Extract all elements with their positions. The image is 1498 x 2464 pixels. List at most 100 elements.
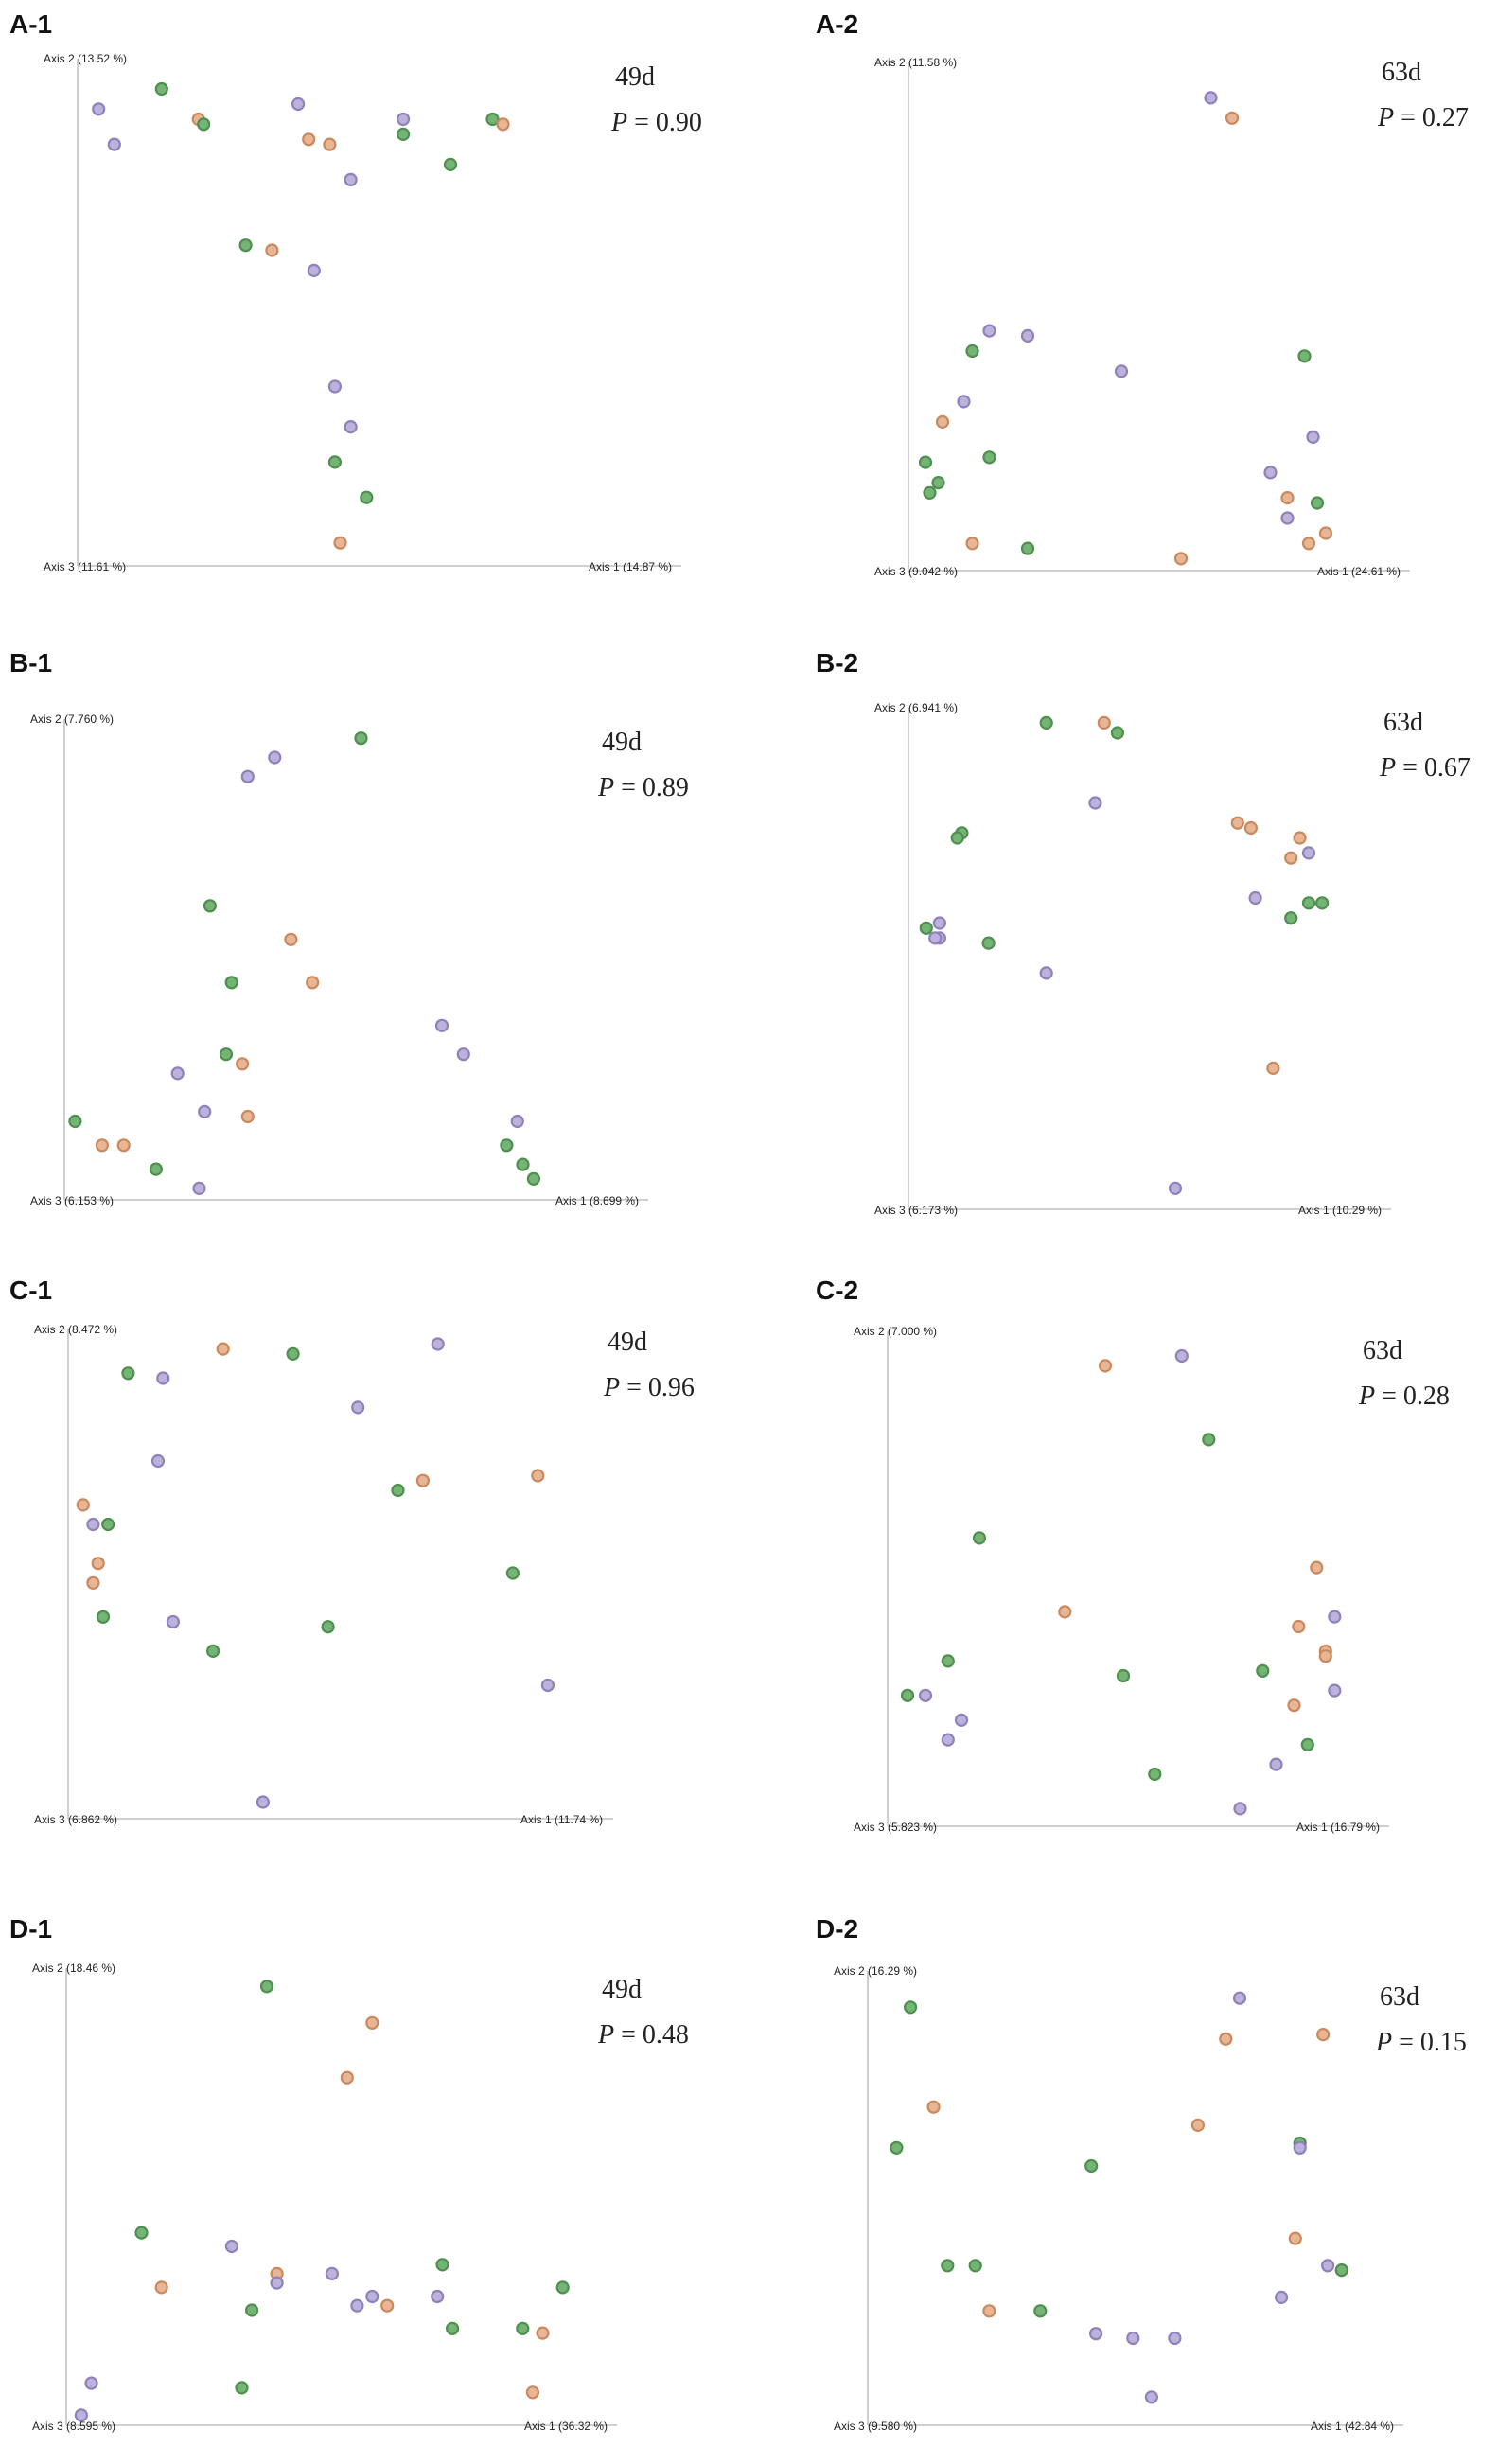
data-point-orange	[323, 137, 337, 151]
data-point-green	[890, 2140, 904, 2155]
data-point-orange	[365, 2015, 379, 2030]
data-point-purple	[1168, 1181, 1183, 1195]
data-point-purple	[1263, 466, 1278, 480]
data-point-orange	[415, 1473, 430, 1487]
data-point-orange	[240, 1109, 255, 1124]
data-point-green	[900, 1688, 915, 1702]
data-point-green	[941, 2259, 955, 2273]
data-point-green	[1110, 726, 1125, 740]
data-point-purple	[941, 1733, 955, 1747]
data-point-orange	[536, 2326, 550, 2340]
data-point-green	[235, 2381, 249, 2395]
data-point-green	[245, 2303, 259, 2317]
data-point-purple	[344, 420, 358, 434]
data-point-purple	[456, 1047, 470, 1062]
data-point-purple	[1126, 2331, 1140, 2346]
p-value-label: P = 0.48	[597, 2020, 689, 2050]
data-point-green	[1300, 1737, 1314, 1751]
axis-2-label: Axis 2 (13.52 %)	[44, 52, 127, 65]
day-label: 63d	[1382, 58, 1421, 87]
axis-2-label: Axis 2 (7.000 %)	[854, 1325, 937, 1338]
data-point-orange	[1280, 490, 1295, 505]
data-point-purple	[307, 263, 321, 277]
data-point-green	[446, 2321, 460, 2335]
day-label: 63d	[1383, 708, 1423, 737]
data-point-purple	[510, 1114, 524, 1129]
axis-2-label: Axis 2 (6.941 %)	[874, 701, 958, 714]
data-point-green	[1033, 2304, 1048, 2318]
data-point-purple	[86, 1517, 100, 1532]
data-point-orange	[1293, 831, 1307, 845]
data-point-green	[903, 2000, 918, 2015]
data-point-green	[391, 1483, 405, 1498]
data-point-purple	[256, 1795, 270, 1809]
data-point-orange	[1292, 1619, 1306, 1634]
axis-2-label: Axis 2 (18.46 %)	[32, 1962, 115, 1975]
data-point-orange	[284, 932, 298, 946]
axis-3-label: Axis 3 (6.153 %)	[30, 1194, 114, 1207]
data-point-orange	[154, 2280, 168, 2295]
axis-1-label: Axis 1 (8.699 %)	[555, 1194, 639, 1207]
data-point-green	[1314, 896, 1330, 910]
data-point-green	[1301, 896, 1316, 910]
data-point-orange	[1098, 1359, 1113, 1373]
data-point-orange	[1316, 2028, 1331, 2042]
data-point-green	[526, 1171, 541, 1186]
data-point-purple	[1248, 890, 1262, 906]
data-point-purple	[954, 1713, 969, 1727]
data-point-purple	[1020, 328, 1035, 343]
data-point-orange	[76, 1498, 90, 1512]
data-point-green	[516, 1157, 530, 1171]
data-point-purple	[268, 750, 282, 765]
panel-c-1: C-1 Axis 2 (8.472 %) Axis 3 (6.862 %) Axis …	[9, 1276, 695, 1826]
data-point-green	[321, 1620, 335, 1634]
panel-label: D-1	[9, 1914, 52, 1944]
data-point-green	[96, 1610, 111, 1624]
data-point-orange	[1284, 851, 1298, 865]
data-point-purple	[1233, 1802, 1247, 1816]
data-point-purple	[365, 2289, 379, 2304]
data-point-green	[505, 1566, 520, 1580]
p-value-label: P = 0.96	[603, 1373, 695, 1402]
data-point-green	[923, 485, 937, 500]
data-point-purple	[1114, 364, 1129, 378]
data-point-orange	[1173, 552, 1189, 566]
data-point-orange	[86, 1575, 100, 1590]
data-point-green	[1297, 349, 1312, 363]
data-point-purple	[1269, 1757, 1283, 1771]
data-point-purple	[1174, 1348, 1189, 1364]
data-point-green	[982, 450, 996, 465]
axis-1-label: Axis 1 (11.74 %)	[520, 1813, 603, 1826]
data-point-green	[203, 899, 217, 913]
data-point-orange	[1190, 2118, 1206, 2132]
axis-2-label: Axis 2 (8.472 %)	[34, 1323, 117, 1336]
axis-3-label: Axis 3 (9.042 %)	[874, 565, 958, 578]
data-point-green	[1148, 1767, 1162, 1782]
data-point-orange	[1225, 111, 1240, 125]
data-point-purple	[1328, 1683, 1342, 1698]
p-value-label: P = 0.27	[1377, 103, 1469, 132]
data-point-green	[1202, 1433, 1216, 1447]
p-value-label: P = 0.89	[597, 773, 689, 802]
data-point-green	[931, 476, 945, 490]
data-point-green	[397, 127, 411, 141]
axis-1-label: Axis 1 (24.61 %)	[1317, 565, 1401, 578]
axis-3-label: Axis 3 (8.595 %)	[32, 2420, 115, 2433]
data-point-orange	[306, 976, 320, 990]
data-point-orange	[95, 1138, 110, 1153]
data-point-purple	[918, 1688, 933, 1702]
data-point-green	[197, 117, 211, 132]
panel-b-2: B-2 Axis 2 (6.941 %) Axis 3 (6.173 %) Axis …	[816, 648, 1471, 1217]
day-label: 63d	[1363, 1336, 1402, 1365]
data-point-purple	[344, 172, 358, 186]
axis-3-label: Axis 3 (11.61 %)	[44, 560, 126, 573]
data-point-green	[327, 455, 342, 469]
data-point-orange	[525, 2385, 540, 2400]
data-point-purple	[1301, 846, 1316, 860]
data-point-orange	[302, 132, 316, 147]
data-point-purple	[107, 137, 121, 151]
panel-label: A-2	[816, 9, 858, 39]
axis-3-label: Axis 3 (9.580 %)	[834, 2420, 917, 2433]
day-label: 49d	[602, 1975, 642, 2004]
data-point-purple	[1039, 966, 1053, 980]
